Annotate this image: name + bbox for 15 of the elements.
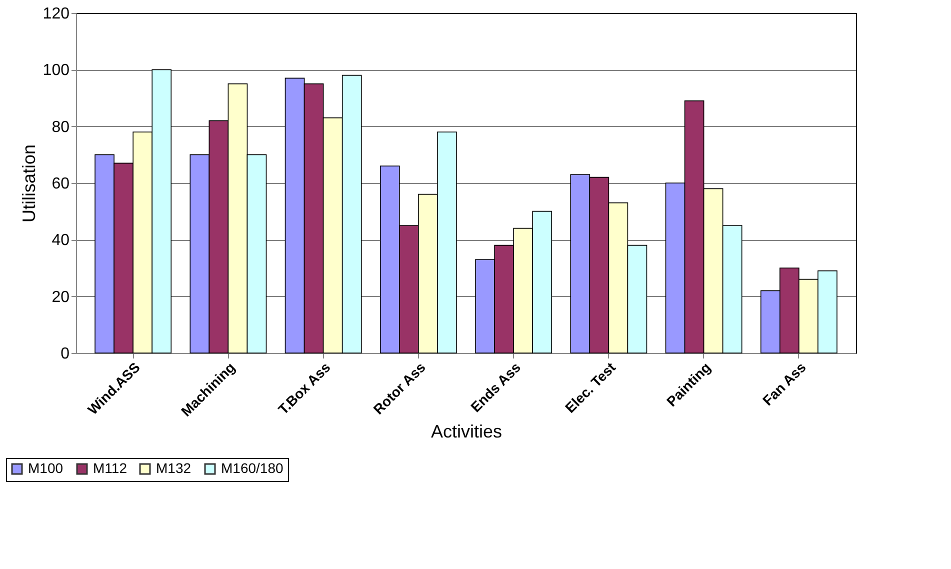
x-tick-label: Elec. Test [562, 358, 619, 416]
x-tick-label: Fan Ass [759, 358, 809, 409]
x-axis-title: Activities [430, 421, 502, 442]
legend-label: M100 [28, 460, 64, 476]
y-tick-label: 60 [52, 176, 70, 192]
legend-label: M132 [156, 460, 192, 476]
y-axis-title: Utilisation [18, 144, 39, 223]
y-tick-label: 20 [52, 288, 70, 306]
y-tick-label: 100 [42, 62, 70, 80]
y-tick-label: 40 [52, 232, 70, 250]
y-tick-label: 120 [42, 6, 70, 22]
legend-label: M160/180 [221, 460, 284, 476]
y-tick-label: 80 [52, 118, 70, 136]
legend-label: M112 [93, 460, 128, 476]
y-tick-label: 0 [60, 346, 70, 362]
